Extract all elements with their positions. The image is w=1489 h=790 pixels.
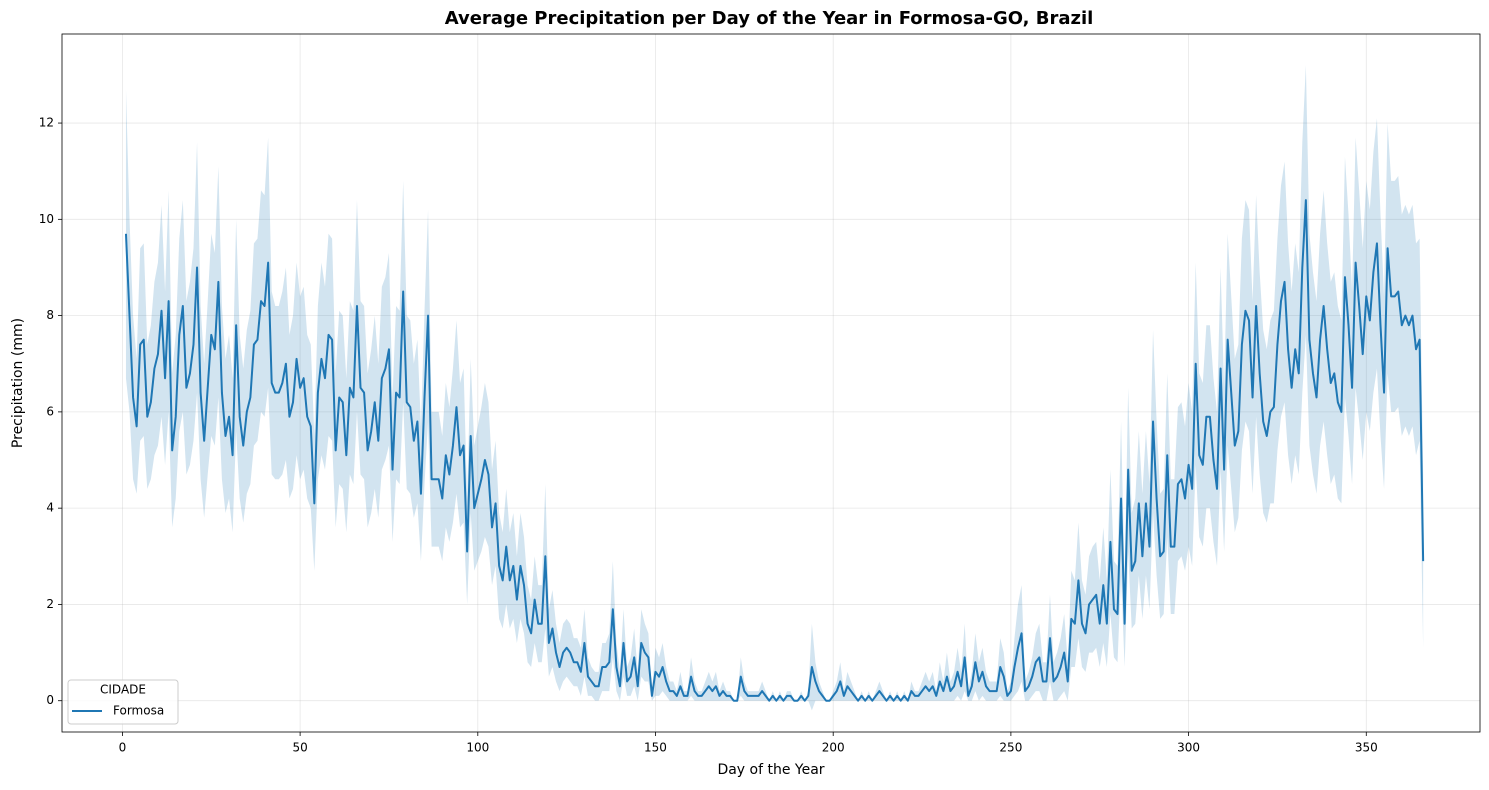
y-tick-label: 8 (46, 308, 54, 322)
plot-frame (61, 33, 1481, 733)
legend-frame (67, 679, 179, 725)
y-tick-label: 4 (46, 501, 54, 515)
x-tick-label: 300 (1177, 741, 1200, 755)
x-tick-label: 200 (822, 741, 845, 755)
chart-title: Average Precipitation per Day of the Yea… (445, 8, 1094, 29)
y-axis-label: Precipitation (mm) (10, 318, 26, 448)
legend-title: CIDADE (100, 683, 146, 697)
y-tick-label: 0 (46, 693, 54, 707)
y-tick-label: 6 (46, 404, 54, 418)
x-tick-label: 350 (1355, 741, 1378, 755)
x-tick-label: 250 (999, 741, 1022, 755)
legend-label: Formosa (113, 704, 164, 718)
x-tick-label: 50 (292, 741, 307, 755)
x-axis-label: Day of the Year (717, 762, 824, 778)
confidence-band (125, 65, 1424, 711)
y-tick-label: 2 (46, 597, 54, 611)
y-tick-label: 12 (39, 116, 54, 130)
data-line (124, 199, 1425, 702)
y-tick-label: 10 (39, 212, 54, 226)
x-tick-label: 150 (644, 741, 667, 755)
legend: CIDADE Formosa (67, 679, 179, 725)
x-tick-label: 100 (466, 741, 489, 755)
x-tick-label: 0 (119, 741, 127, 755)
